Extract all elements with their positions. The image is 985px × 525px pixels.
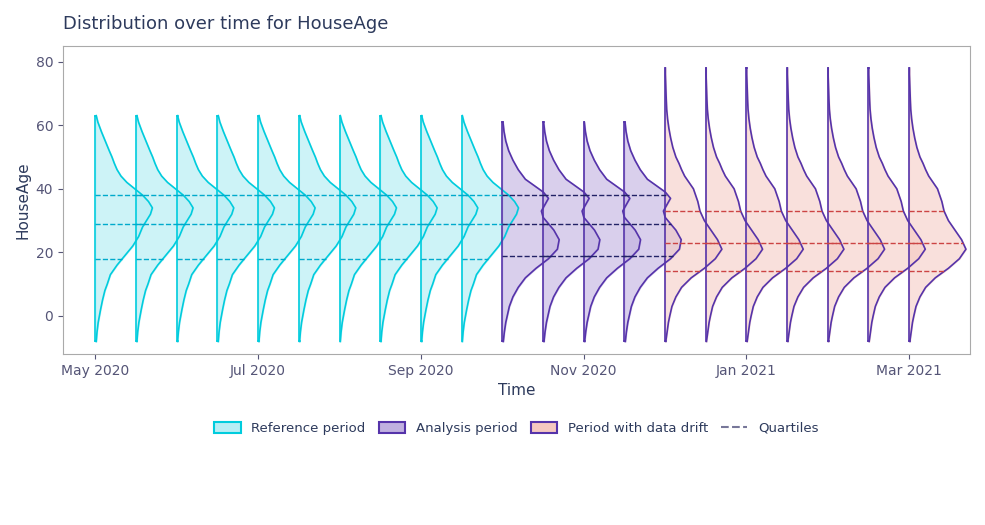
- Y-axis label: HouseAge: HouseAge: [15, 161, 30, 239]
- Legend: Reference period, Analysis period, Period with data drift, Quartiles: Reference period, Analysis period, Perio…: [209, 416, 823, 440]
- Text: Distribution over time for HouseAge: Distribution over time for HouseAge: [63, 15, 388, 33]
- X-axis label: Time: Time: [497, 383, 535, 398]
